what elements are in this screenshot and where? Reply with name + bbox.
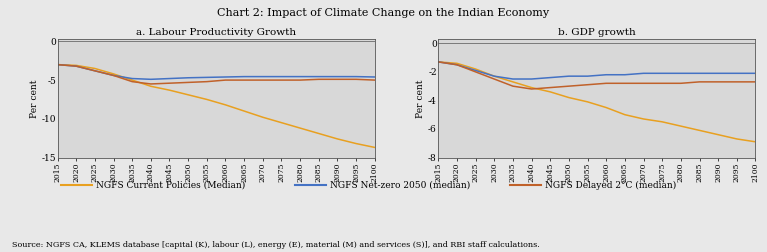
Text: NGFS Delayed 2°C (median): NGFS Delayed 2°C (median) (545, 181, 676, 190)
Text: NGFS Current Policies (Median): NGFS Current Policies (Median) (96, 181, 245, 190)
Text: Chart 2: Impact of Climate Change on the Indian Economy: Chart 2: Impact of Climate Change on the… (217, 8, 550, 18)
Text: Source: NGFS CA, KLEMS database [capital (K), labour (L), energy (E), material (: Source: NGFS CA, KLEMS database [capital… (12, 241, 539, 249)
Y-axis label: Per cent: Per cent (30, 79, 38, 117)
Title: b. GDP growth: b. GDP growth (558, 28, 636, 37)
Y-axis label: Per cent: Per cent (416, 79, 426, 117)
Title: a. Labour Productivity Growth: a. Labour Productivity Growth (136, 28, 296, 37)
Text: NGFS Net-zero 2050 (median): NGFS Net-zero 2050 (median) (330, 181, 470, 190)
